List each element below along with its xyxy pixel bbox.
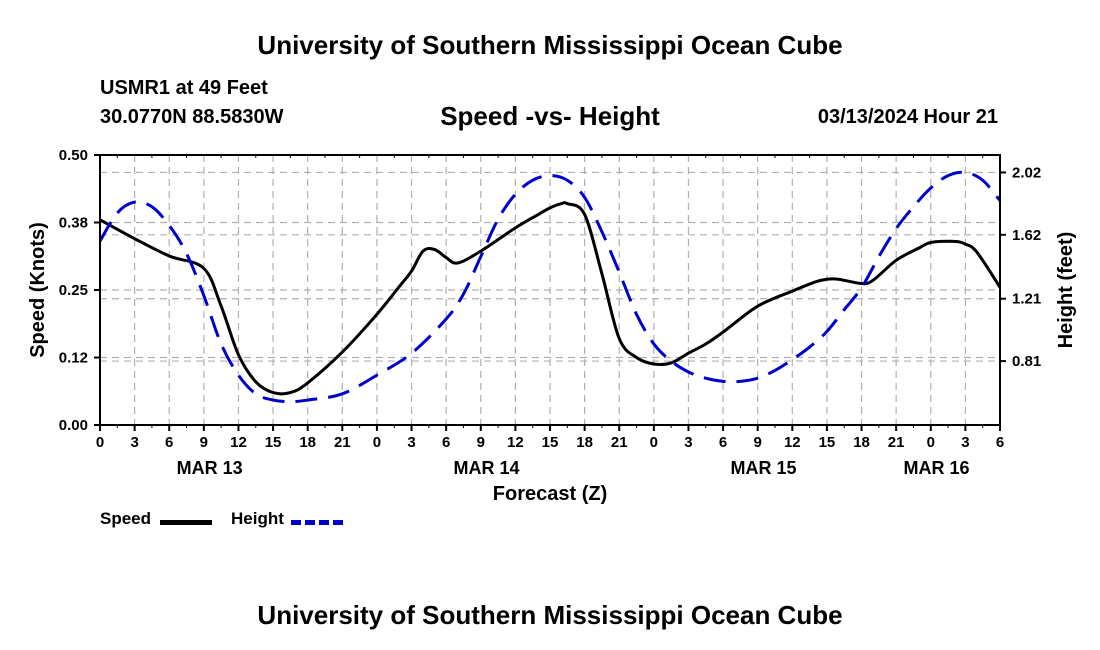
date-label: MAR 15 (730, 458, 796, 478)
x-tick-label: 21 (334, 434, 351, 451)
x-tick-label: 6 (442, 434, 450, 451)
grid (100, 154, 1000, 425)
x-tick-label: 0 (373, 434, 381, 451)
legend-height-label: Height (231, 509, 284, 528)
x-tick-label: 9 (754, 434, 762, 451)
y-axis-right-label: Height (feet) (1055, 232, 1077, 349)
x-tick-label: 0 (927, 434, 935, 451)
date-label: MAR 14 (454, 458, 520, 478)
x-tick-label: 0 (650, 434, 658, 451)
y-right-tick-label: 0.81 (1012, 353, 1041, 370)
x-tick-label: 6 (719, 434, 727, 451)
x-tick-label: 6 (165, 434, 173, 451)
y-left-tick-label: 0.00 (59, 417, 88, 434)
x-tick-label: 15 (819, 434, 836, 451)
x-tick-label: 18 (853, 434, 870, 451)
series-layer (100, 170, 1000, 404)
y-left-tick-label: 0.25 (59, 282, 88, 299)
x-axis-label: Forecast (Z) (493, 483, 607, 505)
y-left-tick-label: 0.50 (59, 147, 88, 164)
legend-speed-swatch (160, 520, 212, 525)
forecast-datetime: 03/13/2024 Hour 21 (817, 106, 998, 128)
legend-speed-label: Speed (100, 509, 152, 528)
axes: 0 3 6 9 12 15 18 21 0 3 6 9 12 15 18 21 0 3 6 9 12 15 18 21 0 3 6M… (59, 147, 1041, 478)
y-left-tick-label: 0.38 (59, 215, 88, 232)
x-tick-label: 3 (684, 434, 692, 451)
chart-subtitle: Speed -vs- Height (440, 101, 660, 131)
date-label: MAR 16 (904, 458, 970, 478)
x-tick-label: 21 (611, 434, 628, 451)
x-tick-label: 9 (477, 434, 485, 451)
x-tick-label: 12 (230, 434, 247, 451)
x-tick-label: 18 (576, 434, 593, 451)
station-label: USMR1 at 49 Feet (100, 77, 268, 99)
x-tick-label: 12 (507, 434, 524, 451)
x-tick-label: 3 (407, 434, 415, 451)
footer-title: University of Southern Mississippi Ocean… (257, 600, 843, 630)
y-right-tick-label: 1.62 (1012, 227, 1041, 244)
series-line-height (100, 170, 1000, 404)
x-tick-label: 15 (265, 434, 282, 451)
x-tick-label: 12 (784, 434, 801, 451)
y-left-tick-label: 0.12 (59, 350, 88, 367)
date-label: MAR 13 (177, 458, 243, 478)
x-tick-label: 15 (542, 434, 559, 451)
y-right-tick-label: 1.21 (1012, 291, 1041, 308)
y-axis-left-label: Speed (Knots) (27, 222, 49, 358)
x-tick-label: 9 (200, 434, 208, 451)
x-tick-label: 21 (888, 434, 905, 451)
y-right-tick-label: 2.02 (1012, 164, 1041, 181)
legend-height-swatch (291, 520, 343, 525)
x-tick-label: 0 (96, 434, 104, 451)
x-tick-label: 6 (996, 434, 1004, 451)
x-tick-label: 3 (130, 434, 138, 451)
coordinates-label: 30.0770N 88.5830W (100, 106, 284, 128)
x-tick-label: 18 (299, 434, 316, 451)
x-tick-label: 3 (961, 434, 969, 451)
chart-title: University of Southern Mississippi Ocean… (257, 30, 843, 60)
